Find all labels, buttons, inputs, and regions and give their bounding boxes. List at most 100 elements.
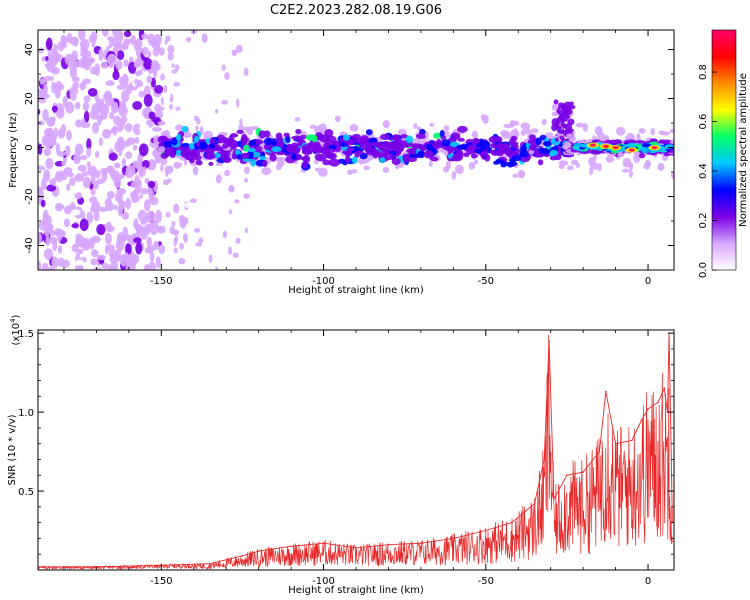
heatmap-cell <box>56 257 66 267</box>
heatmap-cell <box>146 244 156 253</box>
heatmap-cell <box>174 103 178 108</box>
colorbar-gradient <box>712 30 736 270</box>
heatmap-cell <box>147 186 153 196</box>
heatmap-cell <box>333 141 341 146</box>
heatmap-cell <box>410 147 417 155</box>
heatmap-cell <box>155 225 162 232</box>
heatmap-cell <box>174 64 180 71</box>
heatmap-cell <box>163 84 168 94</box>
heatmap-cell <box>147 180 156 188</box>
heatmap-cell <box>49 75 54 82</box>
heatmap-cell <box>243 166 250 175</box>
heatmap-cell <box>365 129 373 136</box>
heatmap-cell <box>102 30 109 37</box>
heatmap-cell <box>55 143 61 155</box>
heatmap-cell <box>553 144 559 152</box>
heatmap-cell <box>179 242 184 251</box>
heatmap-cell <box>258 130 267 139</box>
heatmap-cell <box>224 169 231 177</box>
heatmap-cell <box>38 108 41 115</box>
heatmap-cell <box>473 159 479 165</box>
heatmap-cell <box>38 260 42 270</box>
heatmap-cell <box>451 170 457 180</box>
heatmap-cell <box>150 77 156 88</box>
heatmap-cell <box>83 110 90 124</box>
heatmap-cell <box>222 156 232 164</box>
heatmap-cell <box>454 164 464 174</box>
heatmap-cell <box>38 120 45 126</box>
heatmap-cell <box>139 187 149 195</box>
heatmap-cell <box>69 91 77 101</box>
colorbar-tick-label: 0.8 <box>698 64 709 80</box>
heatmap-cell <box>82 78 92 85</box>
colorbar-label: Normalized spectral amplitude <box>738 73 749 227</box>
heatmap-cell <box>565 128 572 134</box>
snr-noise-trace <box>38 334 673 570</box>
heatmap-cell <box>499 130 510 136</box>
heatmap-cell <box>77 164 87 172</box>
heatmap-cell <box>72 57 78 71</box>
snr-point <box>614 442 617 445</box>
heatmap-cell <box>80 154 88 161</box>
heatmap-cell <box>579 143 590 148</box>
snr-point <box>543 458 545 461</box>
spectrogram-y-tick-label: 20 <box>24 92 35 105</box>
heatmap-cell <box>517 170 526 179</box>
spectrogram-y-tick-label: 0 <box>24 144 35 150</box>
snr-y-multiplier: (x104) <box>9 314 22 345</box>
heatmap-cell <box>189 198 197 203</box>
snr-point <box>290 545 292 548</box>
heatmap-cell <box>345 139 352 145</box>
heatmap-cell <box>81 237 89 251</box>
heatmap-cell <box>66 129 72 141</box>
heatmap-cell <box>409 153 420 159</box>
heatmap-cell <box>151 39 161 50</box>
snr-y-tick-label: 1.5 <box>18 329 34 340</box>
heatmap-cell <box>113 204 118 211</box>
heatmap-cell <box>198 141 208 150</box>
heatmap-cell <box>90 249 99 258</box>
heatmap-cell <box>47 226 54 234</box>
heatmap-cell <box>141 33 149 40</box>
heatmap-cell <box>548 149 559 157</box>
heatmap-cell <box>451 153 463 162</box>
heatmap-cell <box>71 76 80 83</box>
heatmap-cell <box>78 30 86 41</box>
heatmap-cell <box>221 99 229 105</box>
heatmap-cell <box>295 129 302 134</box>
heatmap-cell <box>104 98 115 107</box>
spectrogram-x-tick-label: -150 <box>150 276 173 287</box>
heatmap-cell <box>171 138 178 146</box>
heatmap-cell <box>51 177 57 187</box>
heatmap-cell <box>160 97 164 106</box>
heatmap-cell <box>222 142 229 149</box>
heatmap-cell <box>527 139 537 145</box>
heatmap-cell <box>364 157 370 164</box>
heatmap-cell <box>638 127 646 134</box>
heatmap-cell <box>107 53 117 66</box>
heatmap-cell <box>420 144 427 152</box>
heatmap-cell <box>66 234 72 242</box>
heatmap-cell <box>530 128 539 134</box>
heatmap-cell <box>152 47 160 57</box>
heatmap-cell <box>592 154 598 160</box>
heatmap-cell <box>613 146 618 150</box>
heatmap-cell <box>177 162 183 167</box>
heatmap-cell <box>56 229 63 243</box>
snr-point <box>209 562 211 565</box>
heatmap-cell <box>155 256 161 269</box>
heatmap-cell <box>565 108 573 115</box>
snr-point <box>640 419 643 421</box>
heatmap-cell <box>90 188 96 196</box>
heatmap-cell <box>575 162 581 169</box>
heatmap-cell <box>507 162 514 167</box>
heatmap-cell <box>133 61 141 69</box>
heatmap-cell <box>38 143 43 155</box>
heatmap-cell <box>512 173 519 179</box>
snr-series <box>38 332 674 570</box>
heatmap-cell <box>172 229 180 236</box>
heatmap-cell <box>413 123 418 129</box>
snr-panel: -150 -100 -50 0 0.5 1.0 1.5 Height of straigh… <box>7 314 675 596</box>
heatmap-cell <box>582 123 589 132</box>
heatmap-cell <box>146 236 152 247</box>
